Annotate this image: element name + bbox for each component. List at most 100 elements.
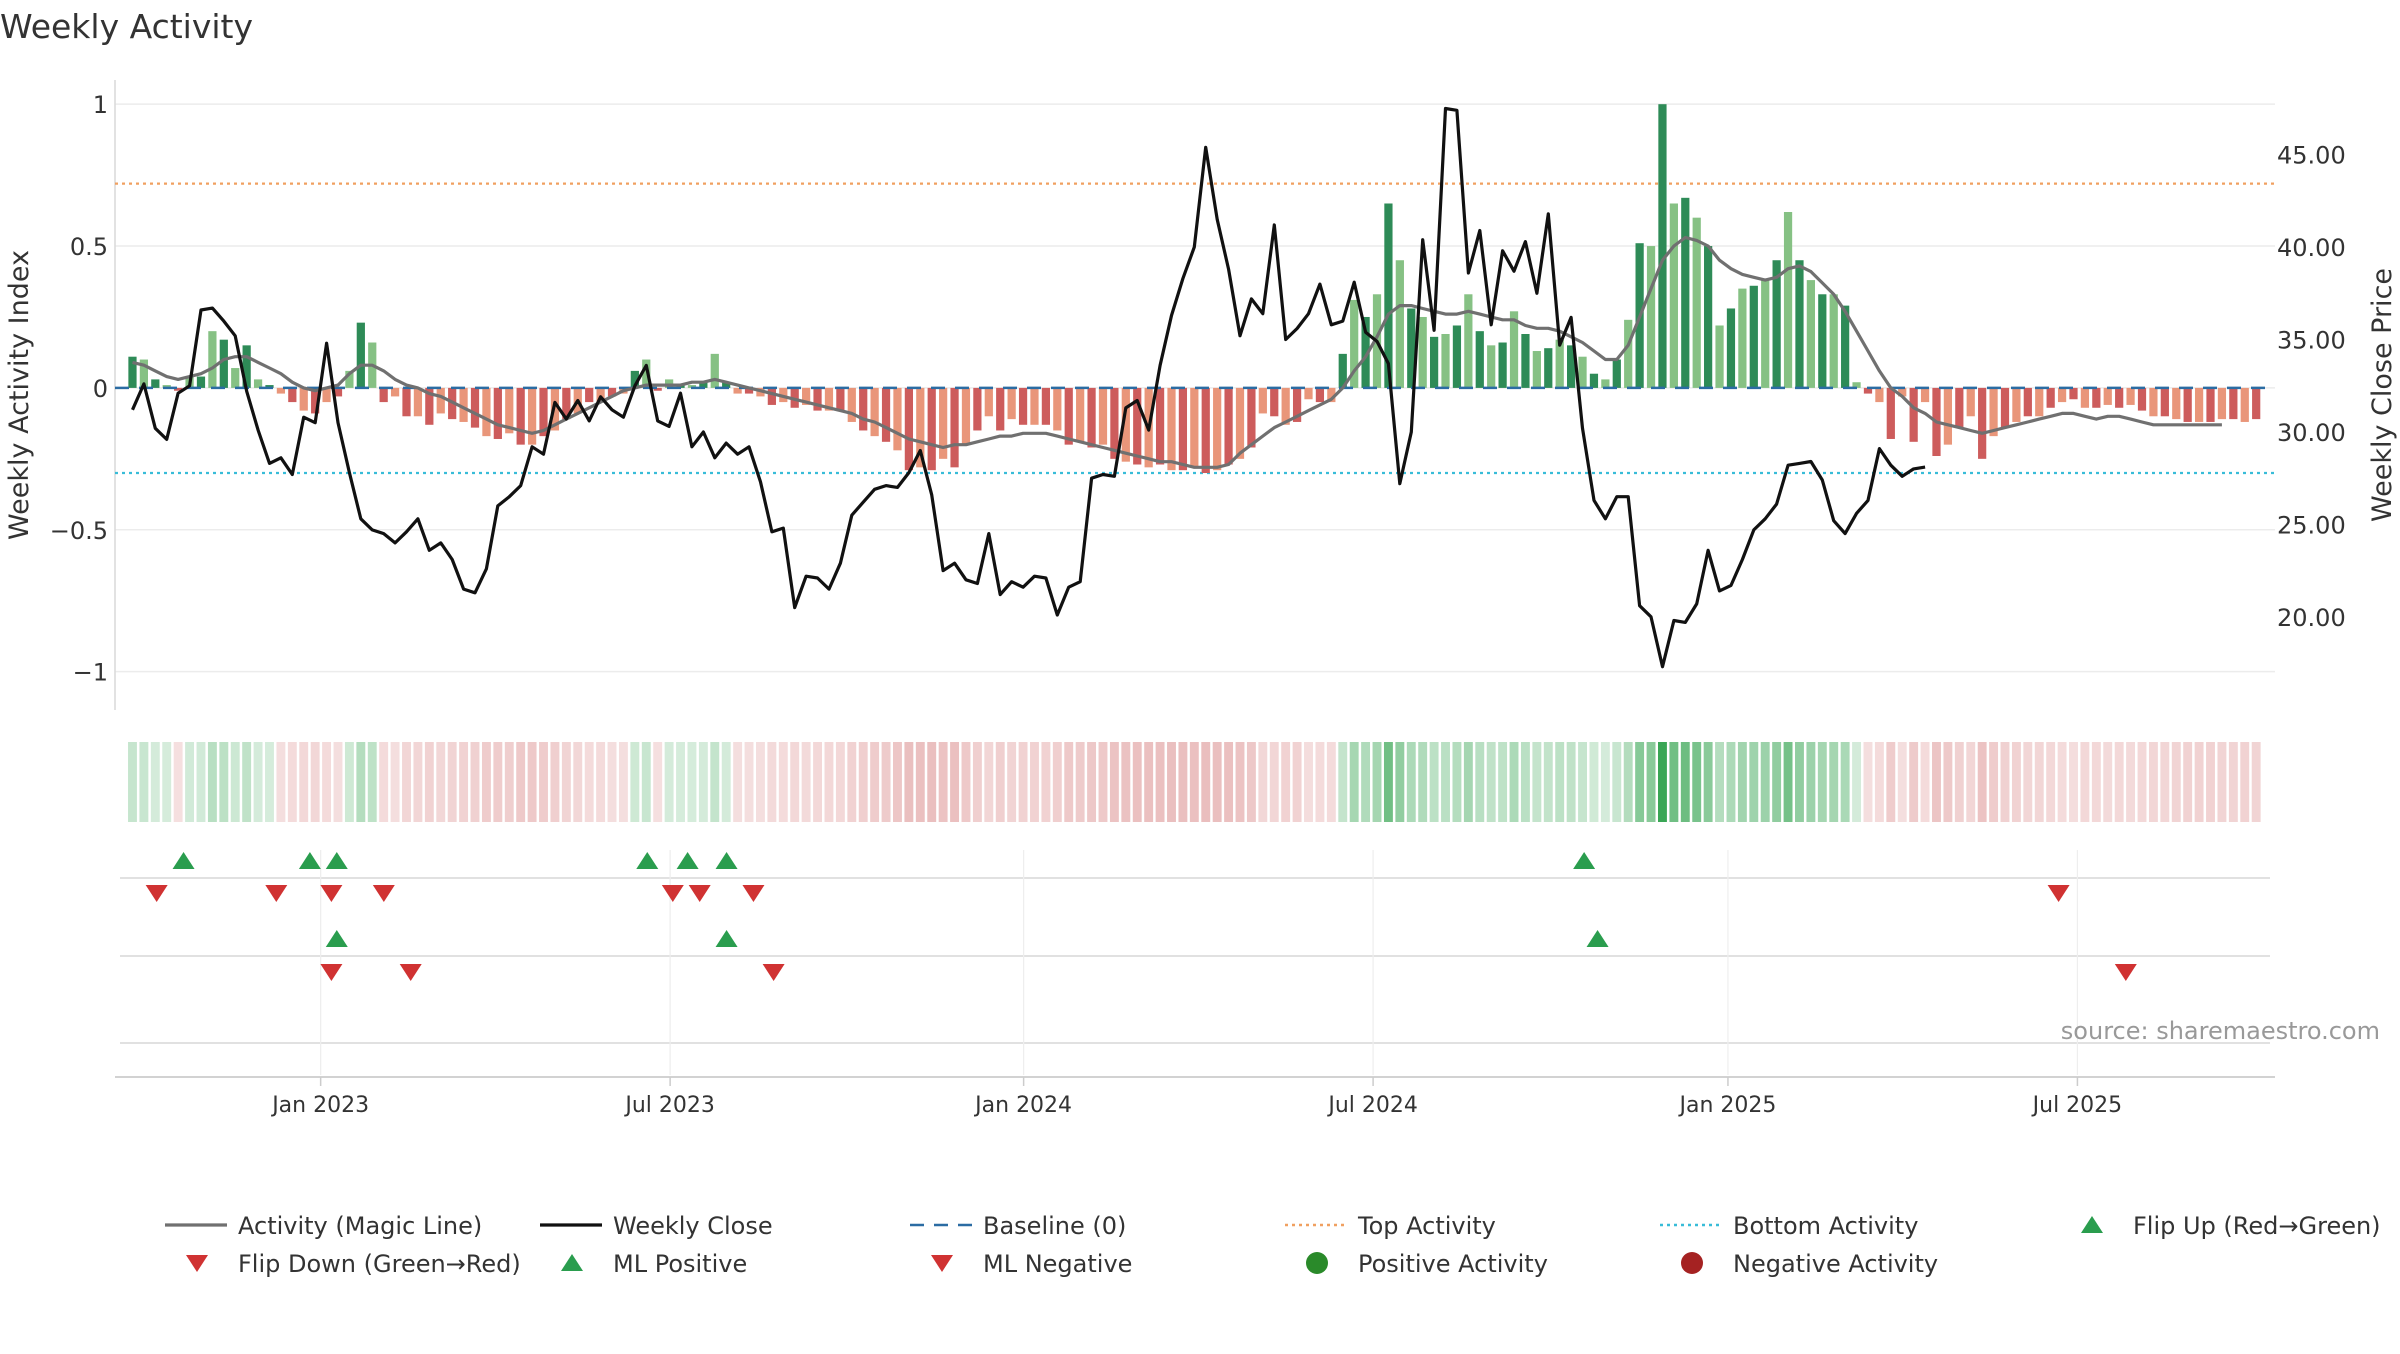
activity-strip-cell [413,742,423,822]
activity-bar [767,387,776,405]
activity-strip-cell [185,742,195,822]
y-right-label: Weekly Close Price [2367,268,2398,522]
activity-bar [1726,308,1736,388]
activity-bar [1304,387,1313,400]
activity-bar [1076,387,1085,442]
activity-strip-cell [1441,742,1450,822]
activity-bar [459,387,468,422]
flip-up-marker [325,852,348,869]
activity-bar [1053,387,1062,431]
activity-bar [265,385,274,388]
activity-bar [2183,387,2192,422]
activity-strip-cell [1201,742,1211,822]
activity-strip-cell [813,742,822,822]
activity-bar [1863,387,1873,394]
activity-strip-cell [1920,742,1930,822]
activity-strip-cell [1692,742,1702,822]
reference-lines [115,182,2275,475]
ml-negative-marker [320,964,343,981]
activity-strip-cell [2080,742,2090,822]
activity-bar [1624,319,1633,388]
series-lines [115,106,2275,669]
activity-strip-cell [2183,742,2193,822]
activity-bar [1361,316,1370,388]
activity-bar [482,387,491,437]
activity-strip-cell [1555,742,1565,822]
activity-bar [2194,387,2204,422]
activity-strip-cell [287,742,297,822]
activity-bar [276,387,286,394]
activity-strip-cell [1155,742,1165,822]
activity-strip-cell [2069,742,2078,822]
y-right-tick-label: 35.00 [2277,327,2346,355]
activity-bar [505,387,514,434]
activity-strip-cell [1030,742,1039,822]
activity-bar [1487,345,1496,388]
activity-strip-cell [447,742,457,822]
activity-bar [1532,351,1541,388]
activity-strip-cell [1281,742,1291,822]
activity-strip-cell [1395,742,1405,822]
activity-bar [870,387,879,437]
activity-bar [1818,294,1827,388]
activity-bar [333,387,343,397]
activity-strip-cell [938,742,948,822]
activity-bar [562,387,571,420]
activity-strip-cell [276,742,286,822]
activity-strip-cell [470,742,480,822]
chart-title: Weekly Activity [0,7,253,46]
activity-bar [1578,356,1587,388]
activity-bar [1041,387,1051,425]
activity-strip-cell [1977,742,1987,822]
activity-strip-cell [1178,742,1188,822]
activity-strip-cell [847,742,857,822]
legend-label: Flip Down (Green→Red) [238,1250,521,1278]
activity-strip-cell [630,742,640,822]
legend: Activity (Magic Line) Weekly Close Baselin… [165,1212,2381,1278]
activity-bar [1429,336,1439,388]
y-left-tick-label: 1 [93,91,108,119]
activity-bar [231,368,240,388]
activity-strip-cell [219,742,229,822]
flip-down-marker [145,885,168,902]
activity-bar [950,387,959,468]
activity-bar [516,387,525,445]
activity-bar [939,387,948,459]
activity-bar [1852,382,1861,388]
activity-bar [984,387,993,417]
activity-strip-cell [1600,742,1610,822]
activity-strip-cell [721,742,731,822]
activity-bar [196,376,206,388]
activity-strip-cell [379,742,389,822]
activity-bar [1178,387,1188,471]
activity-bar [1190,387,1199,468]
activity-bar [836,387,845,411]
activity-strip-cell [1189,742,1199,822]
activity-bar [219,339,228,388]
activity-strip-cell [733,742,743,822]
activity-bar [996,387,1005,431]
activity-strip-cell [504,742,514,822]
activity-bar [1658,104,1667,388]
activity-bar [961,387,971,445]
activity-strip-cell [1372,742,1382,822]
weekly-close-series [131,106,1926,669]
activity-bar [2252,387,2261,420]
flip-up-marker [676,852,699,869]
activity-bar [1509,311,1519,388]
activity-strip-cell [1566,742,1576,822]
activity-bar [916,387,925,468]
activity-strip-cell [893,742,902,822]
activity-strip-cell [778,742,788,822]
activity-bar [470,387,480,428]
activity-bar [1224,387,1233,465]
activity-bar [1829,294,1838,388]
activity-strip-cell [1532,742,1542,822]
flip-up-marker [172,852,195,869]
activity-bar [847,387,856,422]
activity-bar [2240,387,2249,422]
activity-strip-cell [653,742,663,822]
activity-strip-cell [139,742,149,822]
activity-strip-cell [790,742,800,822]
activity-bar [642,359,651,388]
